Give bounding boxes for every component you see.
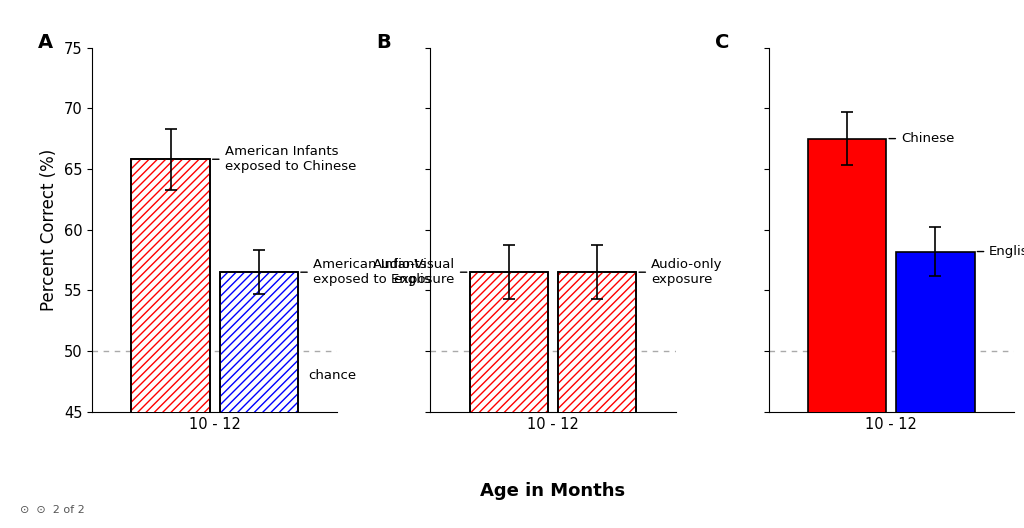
Text: Audio-only
exposure: Audio-only exposure	[639, 258, 723, 286]
Bar	[558, 272, 636, 528]
Bar	[131, 159, 210, 528]
Bar	[558, 272, 636, 528]
Text: American Infants
exposed to English: American Infants exposed to English	[301, 258, 439, 286]
Text: Chinese: Chinese	[889, 132, 954, 145]
Bar	[219, 272, 298, 528]
Bar	[219, 272, 298, 528]
Text: B: B	[377, 33, 391, 52]
Bar	[219, 272, 298, 528]
Bar	[558, 272, 636, 528]
Bar	[131, 159, 210, 528]
Bar	[470, 272, 548, 528]
Text: A: A	[38, 33, 53, 52]
Y-axis label: Percent Correct (%): Percent Correct (%)	[40, 148, 58, 311]
Bar	[808, 138, 887, 528]
Text: Audio-Visual
exposure: Audio-Visual exposure	[373, 258, 467, 286]
Text: ⊙  ⊙  2 of 2: ⊙ ⊙ 2 of 2	[20, 505, 85, 515]
Text: Age in Months: Age in Months	[480, 482, 626, 500]
Text: English: English	[977, 245, 1024, 258]
Bar	[131, 159, 210, 528]
Bar	[896, 251, 975, 528]
Text: C: C	[715, 33, 729, 52]
Text: chance: chance	[308, 370, 356, 382]
Text: American Infants
exposed to Chinese: American Infants exposed to Chinese	[213, 145, 356, 173]
Bar	[470, 272, 548, 528]
Bar	[470, 272, 548, 528]
